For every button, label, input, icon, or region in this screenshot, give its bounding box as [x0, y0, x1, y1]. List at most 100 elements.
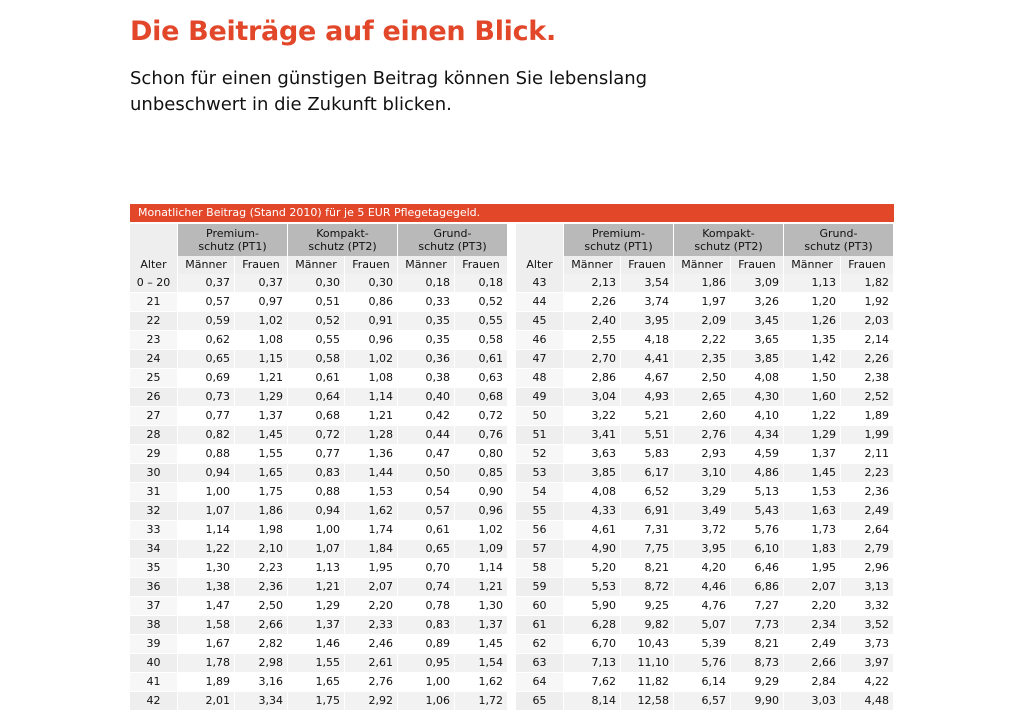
rate-cell: 1,35: [784, 331, 840, 350]
rate-cell: 1,86: [674, 274, 730, 293]
rate-cell: 7,62: [564, 673, 620, 692]
rate-cell: 8,21: [621, 559, 673, 578]
age-cell: 0 – 20: [130, 274, 177, 293]
rate-cell: 2,50: [235, 597, 287, 616]
header-sub-row: Alter Männer Frauen Männer Frauen Männer Fraue…: [130, 256, 507, 274]
rate-cell: 0,69: [178, 369, 234, 388]
rate-cell: 1,00: [178, 483, 234, 502]
rate-cell: 4,76: [674, 597, 730, 616]
rate-cell: 2,93: [674, 445, 730, 464]
rate-cell: 4,67: [621, 369, 673, 388]
women-header: Frauen: [345, 256, 397, 274]
table-row: 34 1,22 2,10 1,07 1,84 0,65 1,09: [130, 540, 507, 559]
rate-cell: 1,99: [841, 426, 893, 445]
women-header: Frauen: [731, 256, 783, 274]
rate-cell: 0,37: [235, 274, 287, 293]
age-cell: 42: [130, 692, 177, 711]
rate-cell: 4,08: [731, 369, 783, 388]
tariff-group-line-2: schutz (PT3): [418, 240, 487, 253]
table-row: 33 1,14 1,98 1,00 1,74 0,61 1,02: [130, 521, 507, 540]
rate-cell: 1,89: [841, 407, 893, 426]
rate-cell: 11,82: [621, 673, 673, 692]
age-cell: 41: [130, 673, 177, 692]
rate-cell: 9,90: [731, 692, 783, 711]
header-group-row: Premium-schutz (PT1) Kompakt-schutz (PT2)…: [130, 224, 507, 256]
rate-cell: 7,75: [621, 540, 673, 559]
rate-cell: 3,85: [731, 350, 783, 369]
age-cell: 25: [130, 369, 177, 388]
rate-cell: 1,72: [455, 692, 507, 711]
rate-cell: 1,15: [235, 350, 287, 369]
rate-cell: 2,11: [841, 445, 893, 464]
rate-cell: 3,63: [564, 445, 620, 464]
rate-cell: 3,10: [674, 464, 730, 483]
table-row: 31 1,00 1,75 0,88 1,53 0,54 0,90: [130, 483, 507, 502]
rate-cell: 8,73: [731, 654, 783, 673]
rate-cell: 3,97: [841, 654, 893, 673]
rate-cell: 1,21: [288, 578, 344, 597]
rate-cell: 1,63: [784, 502, 840, 521]
rate-cell: 1,38: [178, 578, 234, 597]
rate-cell: 4,41: [621, 350, 673, 369]
rate-cell: 1,08: [235, 331, 287, 350]
rate-cell: 1,37: [288, 616, 344, 635]
age-cell: 59: [516, 578, 563, 597]
rate-cell: 4,34: [731, 426, 783, 445]
table-row: 52 3,63 5,83 2,93 4,59 1,37 2,11: [516, 445, 893, 464]
tariff-group-line-1: Grund-: [433, 227, 472, 240]
rate-cell: 2,20: [784, 597, 840, 616]
rate-cell: 7,31: [621, 521, 673, 540]
table-row: 62 6,70 10,43 5,39 8,21 2,49 3,73: [516, 635, 893, 654]
rate-cell: 0,88: [288, 483, 344, 502]
table-row: 51 3,41 5,51 2,76 4,34 1,29 1,99: [516, 426, 893, 445]
table-row: 49 3,04 4,93 2,65 4,30 1,60 2,52: [516, 388, 893, 407]
rate-cell: 3,52: [841, 616, 893, 635]
rate-cell: 5,76: [731, 521, 783, 540]
rate-cell: 0,68: [455, 388, 507, 407]
rate-cell: 1,37: [455, 616, 507, 635]
rate-cell: 0,90: [455, 483, 507, 502]
rate-cell: 1,28: [345, 426, 397, 445]
header-group-row: Premium-schutz (PT1) Kompakt-schutz (PT2)…: [516, 224, 893, 256]
rate-cell: 0,65: [398, 540, 454, 559]
rate-cell: 1,29: [235, 388, 287, 407]
rate-cell: 1,86: [235, 502, 287, 521]
rate-cell: 6,17: [621, 464, 673, 483]
rate-cell: 5,21: [621, 407, 673, 426]
rate-cell: 0,61: [455, 350, 507, 369]
rate-cell: 4,10: [731, 407, 783, 426]
table-row: 44 2,26 3,74 1,97 3,26 1,20 1,92: [516, 293, 893, 312]
rate-cell: 0,35: [398, 312, 454, 331]
rate-cell: 1,22: [784, 407, 840, 426]
age-cell: 29: [130, 445, 177, 464]
rate-cell: 2,70: [564, 350, 620, 369]
rate-cell: 0,72: [455, 407, 507, 426]
rate-cell: 5,13: [731, 483, 783, 502]
rate-cell: 0,83: [288, 464, 344, 483]
table-row: 56 4,61 7,31 3,72 5,76 1,73 2,64: [516, 521, 893, 540]
rate-cell: 1,00: [288, 521, 344, 540]
tariff-group-header: Kompakt-schutz (PT2): [288, 224, 397, 256]
rate-cell: 1,08: [345, 369, 397, 388]
rate-cell: 0,52: [288, 312, 344, 331]
rate-cell: 0,33: [398, 293, 454, 312]
rate-cell: 2,92: [345, 692, 397, 711]
rate-cell: 3,03: [784, 692, 840, 711]
rate-cell: 3,45: [731, 312, 783, 331]
rate-cell: 2,35: [674, 350, 730, 369]
table-row: 50 3,22 5,21 2,60 4,10 1,22 1,89: [516, 407, 893, 426]
rate-cell: 1,21: [345, 407, 397, 426]
age-cell: 48: [516, 369, 563, 388]
rate-cell: 4,90: [564, 540, 620, 559]
rate-cell: 1,42: [784, 350, 840, 369]
age-cell: 28: [130, 426, 177, 445]
rate-cell: 6,52: [621, 483, 673, 502]
age-cell: 45: [516, 312, 563, 331]
rate-cell: 2,34: [784, 616, 840, 635]
rate-cell: 0,74: [398, 578, 454, 597]
rate-cell: 1,44: [345, 464, 397, 483]
rate-cell: 12,58: [621, 692, 673, 711]
rate-cell: 2,65: [674, 388, 730, 407]
rate-cell: 1,67: [178, 635, 234, 654]
rate-cell: 0,59: [178, 312, 234, 331]
